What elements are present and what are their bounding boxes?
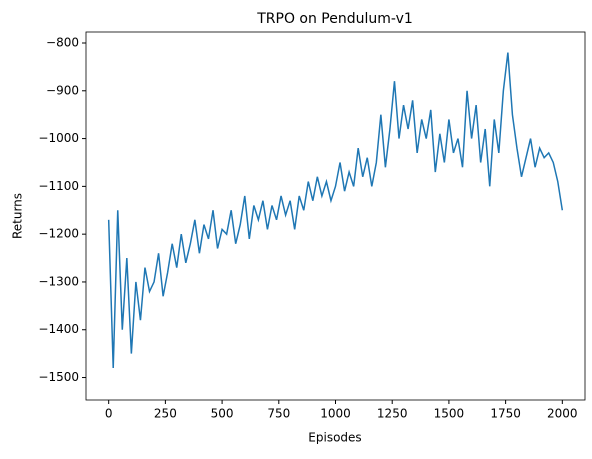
y-tick-label: −1100 [38,179,79,193]
x-tick-label: 1250 [377,407,408,421]
x-axis-label: Episodes [308,431,361,445]
y-tick-label: −1400 [38,322,79,336]
y-axis-label: Returns [11,193,25,239]
x-tick-label: 1500 [434,407,465,421]
x-tick-label: 250 [154,407,177,421]
plot-frame [85,31,586,401]
line-series [107,52,564,369]
y-tick-label: −1500 [38,370,79,384]
y-tick-label: −1000 [38,131,79,145]
y-tick-label: −900 [46,83,79,97]
x-tick-label: 1750 [490,407,521,421]
y-tick-label: −1200 [38,227,79,241]
y-tick-label: −800 [46,35,79,49]
x-tick-label: 750 [267,407,290,421]
x-tick-label: 2000 [547,407,578,421]
x-tick-label: 0 [105,407,113,421]
x-tick-label: 500 [211,407,234,421]
x-tick-label: 1000 [320,407,351,421]
y-tick-label: −1300 [38,274,79,288]
chart-title: TRPO on Pendulum-v1 [256,11,413,27]
